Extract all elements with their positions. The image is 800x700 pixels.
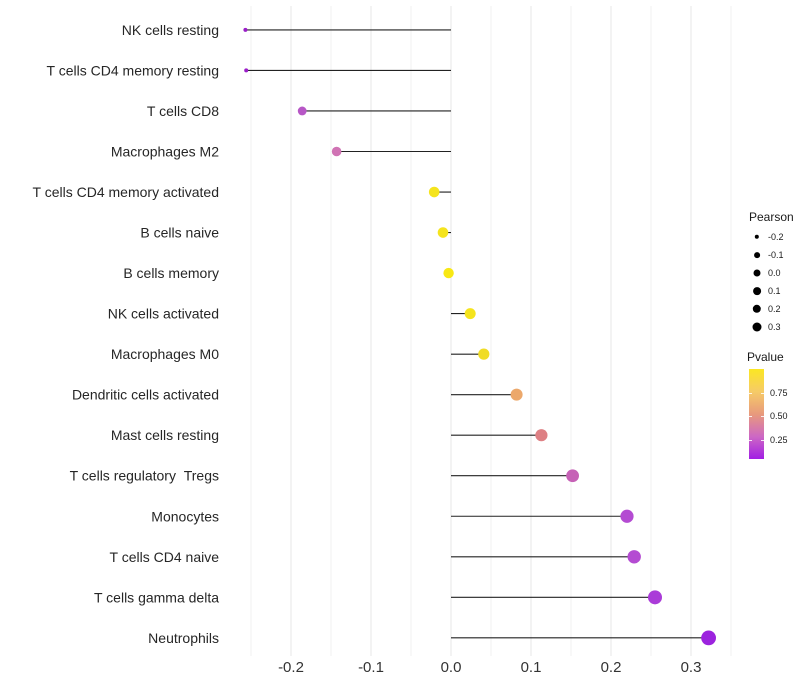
category-label: NK cells resting xyxy=(122,22,219,38)
pearson-size-legend: Pearson -0.2 -0.1 0.0 0.1 0.2 0.3 xyxy=(749,210,799,336)
colorbar-tick xyxy=(749,440,752,442)
x-tick-label: -0.2 xyxy=(278,659,304,676)
category-label: Dendritic cells activated xyxy=(72,387,219,403)
category-label: Macrophages M0 xyxy=(111,346,219,362)
category-label: Macrophages M2 xyxy=(111,143,219,159)
size-legend-dot xyxy=(754,234,760,240)
lollipop-dot xyxy=(478,348,490,360)
size-legend-label: 0.0 xyxy=(768,268,781,278)
lollipop-dot xyxy=(627,550,641,564)
category-label: NK cells activated xyxy=(108,306,219,322)
size-legend-entry: -0.2 xyxy=(749,228,799,246)
x-tick-label: 0.3 xyxy=(681,659,702,676)
size-legend-label: 0.2 xyxy=(768,304,781,314)
size-legend-dot xyxy=(752,304,762,314)
category-label: Mast cells resting xyxy=(111,427,219,443)
colorbar-tick xyxy=(749,392,752,394)
lollipop-dot xyxy=(535,429,548,442)
pvalue-colorbar-gradient xyxy=(749,369,764,459)
x-tick-label: 0.0 xyxy=(441,659,462,676)
size-legend-label: 0.1 xyxy=(768,286,781,296)
pvalue-legend-title: Pvalue xyxy=(747,350,784,364)
lollipop-dot xyxy=(701,630,716,646)
lollipop-dot xyxy=(437,227,449,238)
category-label: T cells gamma delta xyxy=(94,589,219,605)
colorbar-tick xyxy=(761,440,764,442)
colorbar-tick xyxy=(761,392,764,394)
size-legend-dot xyxy=(753,287,761,295)
lollipop-dot xyxy=(297,106,307,116)
colorbar-label: 0.25 xyxy=(770,435,788,446)
x-tick-label: 0.1 xyxy=(521,659,542,676)
pvalue-color-legend: Pvalue 0.75 0.50 0.25 xyxy=(747,350,800,461)
colorbar-label: 0.50 xyxy=(770,411,788,422)
size-legend-entry: 0.2 xyxy=(749,300,799,318)
size-legend-label: -0.1 xyxy=(768,250,784,260)
category-label: B cells naive xyxy=(140,225,219,241)
x-tick-label: 0.2 xyxy=(601,659,622,676)
lollipop-dot xyxy=(648,590,662,605)
lollipop-dot xyxy=(566,469,579,483)
lollipop-dot xyxy=(428,186,440,198)
colorbar-tick xyxy=(749,416,752,418)
lollipop-dot xyxy=(244,68,249,73)
lollipop-dot xyxy=(243,27,248,32)
lollipop-dot xyxy=(331,146,342,157)
category-label: B cells memory xyxy=(123,265,219,281)
colorbar-label: 0.75 xyxy=(770,387,788,398)
colorbar-tick xyxy=(761,416,764,418)
pearson-legend-entries: -0.2 -0.1 0.0 0.1 0.2 0.3 xyxy=(749,228,799,336)
size-legend-label: -0.2 xyxy=(768,232,784,242)
lollipop-dot xyxy=(510,388,523,401)
size-legend-entry: -0.1 xyxy=(749,246,799,264)
lollipop-dot xyxy=(443,267,454,279)
size-legend-entry: 0.3 xyxy=(749,318,799,336)
pvalue-colorbar-wrap: 0.75 0.50 0.25 xyxy=(747,369,800,461)
size-legend-label: 0.3 xyxy=(768,322,781,332)
x-tick-label: -0.1 xyxy=(358,659,384,676)
category-label: T cells regulatory Tregs xyxy=(70,468,219,484)
category-label: T cells CD4 naive xyxy=(110,549,220,565)
category-label: T cells CD8 xyxy=(147,103,219,119)
size-legend-dot xyxy=(754,252,760,258)
lollipop-dot xyxy=(620,509,634,523)
size-legend-dot xyxy=(753,269,761,277)
size-legend-entry: 0.1 xyxy=(749,282,799,300)
category-label: Neutrophils xyxy=(148,630,219,646)
lollipop-dot xyxy=(464,308,476,320)
pearson-legend-title: Pearson xyxy=(749,210,794,224)
category-label: T cells CD4 memory activated xyxy=(33,184,219,200)
category-label: T cells CD4 memory resting xyxy=(47,62,219,78)
size-legend-dot xyxy=(752,322,762,332)
category-label: Monocytes xyxy=(151,508,219,524)
size-legend-entry: 0.0 xyxy=(749,264,799,282)
